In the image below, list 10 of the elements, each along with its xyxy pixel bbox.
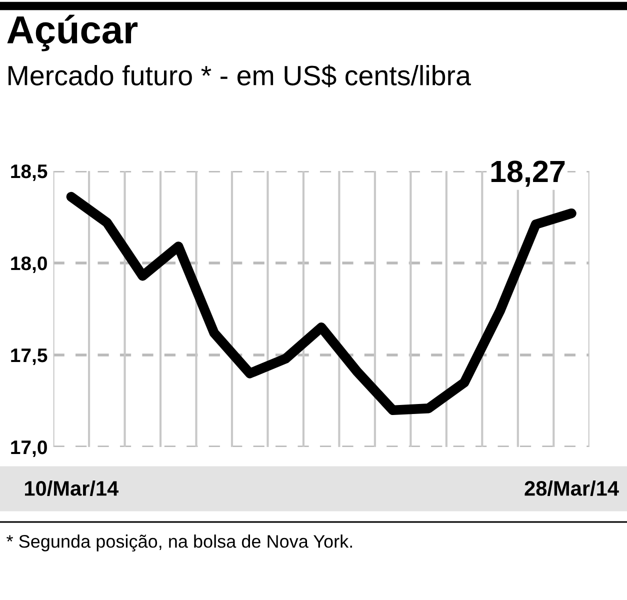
x-tick-label: 28/Mar/14 <box>524 480 619 496</box>
chart-subtitle: Mercado futuro * - em US$ cents/libra <box>8 64 471 88</box>
y-tick-label: 17,5 <box>11 348 48 366</box>
data-label: 18,27 <box>491 160 565 187</box>
y-tick-label: 18,5 <box>11 164 48 182</box>
y-tick-label: 17,0 <box>11 440 47 458</box>
text: * Segunda posição, na bolsa de Nova York. <box>6 534 352 552</box>
x-tick-label: 10/Mar/14 <box>24 480 119 496</box>
chart-title: Açúcar <box>7 14 138 52</box>
y-tick-label: 18,0 <box>11 256 47 274</box>
